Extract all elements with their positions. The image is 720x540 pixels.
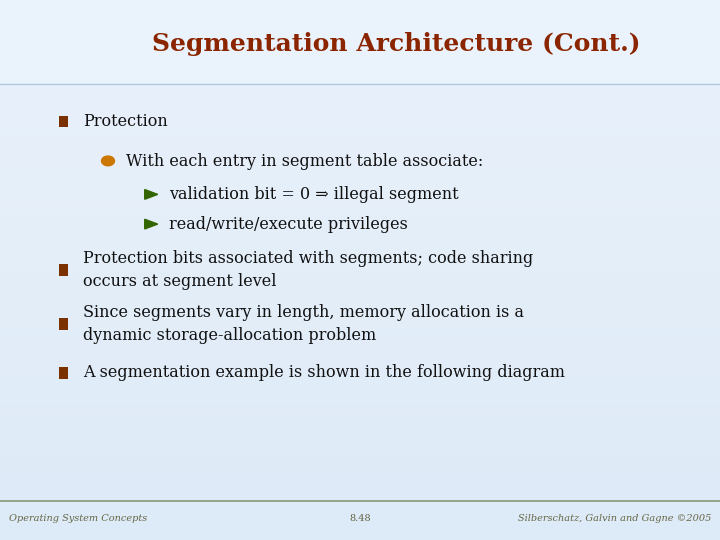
Text: Protection bits associated with segments; code sharing
occurs at segment level: Protection bits associated with segments…: [83, 250, 533, 290]
FancyBboxPatch shape: [58, 367, 68, 379]
Text: read/write/execute privileges: read/write/execute privileges: [169, 215, 408, 233]
Polygon shape: [145, 190, 158, 199]
FancyBboxPatch shape: [58, 116, 68, 127]
Text: Segmentation Architecture (Cont.): Segmentation Architecture (Cont.): [152, 32, 640, 56]
Polygon shape: [145, 219, 158, 229]
Text: Silberschatz, Galvin and Gagne ©2005: Silberschatz, Galvin and Gagne ©2005: [518, 514, 711, 523]
FancyBboxPatch shape: [58, 264, 68, 276]
Text: validation bit = 0 ⇒ illegal segment: validation bit = 0 ⇒ illegal segment: [169, 186, 459, 203]
Text: With each entry in segment table associate:: With each entry in segment table associa…: [126, 153, 483, 171]
Text: A segmentation example is shown in the following diagram: A segmentation example is shown in the f…: [83, 364, 564, 381]
Circle shape: [102, 156, 114, 166]
FancyBboxPatch shape: [0, 0, 720, 84]
Text: Protection: Protection: [83, 113, 168, 130]
Text: 8.48: 8.48: [349, 514, 371, 523]
Text: Operating System Concepts: Operating System Concepts: [9, 514, 147, 523]
Text: Since segments vary in length, memory allocation is a
dynamic storage-allocation: Since segments vary in length, memory al…: [83, 304, 523, 344]
FancyBboxPatch shape: [58, 318, 68, 330]
